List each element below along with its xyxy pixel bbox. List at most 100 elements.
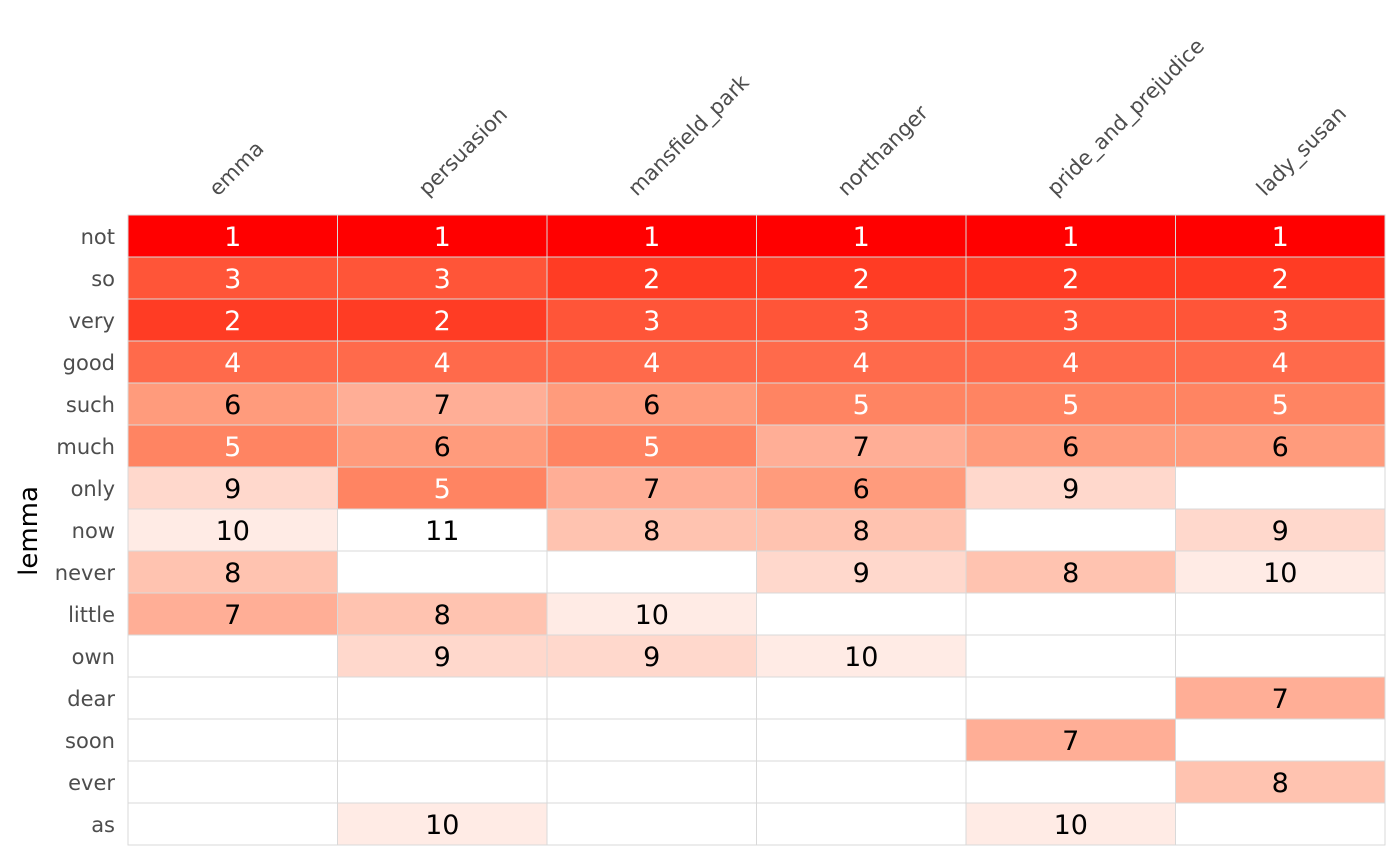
heatmap-cell bbox=[1175, 424, 1386, 468]
cell-value-label: 6 bbox=[224, 390, 241, 421]
row-label: such bbox=[66, 393, 115, 417]
cell-value-label: 10 bbox=[844, 642, 878, 673]
row-label: dear bbox=[67, 687, 115, 711]
cell-value-label: 7 bbox=[434, 390, 451, 421]
cell-value-label: 6 bbox=[1272, 432, 1289, 463]
cell-value-label: 6 bbox=[853, 474, 870, 505]
heatmap-cell bbox=[337, 214, 548, 258]
heatmap-cell bbox=[756, 634, 967, 678]
row-label: now bbox=[72, 519, 115, 543]
cell-value-label: 9 bbox=[434, 642, 451, 673]
heatmap-cell bbox=[756, 802, 967, 846]
heatmap-cell bbox=[965, 802, 1176, 846]
heatmap-cell bbox=[1175, 214, 1386, 258]
cell-value-label: 4 bbox=[224, 348, 241, 379]
heatmap-cell bbox=[1175, 340, 1386, 384]
cell-value-label: 5 bbox=[434, 474, 451, 505]
cell-value-label: 6 bbox=[1062, 432, 1079, 463]
heatmap-cell bbox=[1175, 634, 1386, 678]
heatmap-cell bbox=[337, 466, 548, 510]
cell-value-label: 9 bbox=[1062, 474, 1079, 505]
heatmap-cell bbox=[127, 802, 338, 846]
heatmap-cell bbox=[127, 508, 338, 552]
column-label: northanger bbox=[833, 100, 933, 200]
heatmap-cell bbox=[756, 466, 967, 510]
heatmap-cell bbox=[1175, 298, 1386, 342]
row-label: so bbox=[91, 267, 115, 291]
heatmap-cell bbox=[756, 298, 967, 342]
heatmap-cell bbox=[756, 340, 967, 384]
row-label: much bbox=[56, 435, 115, 459]
cell-value-label: 1 bbox=[1272, 222, 1289, 253]
cell-value-label: 9 bbox=[853, 558, 870, 589]
cell-value-label: 2 bbox=[434, 306, 451, 337]
heatmap-cell bbox=[965, 382, 1176, 426]
cell-value-label: 2 bbox=[1272, 264, 1289, 295]
cell-value-label: 2 bbox=[853, 264, 870, 295]
heatmap-cell bbox=[337, 340, 548, 384]
heatmap-cell bbox=[337, 760, 548, 804]
cell-value-label: 3 bbox=[1272, 306, 1289, 337]
heatmap-cell bbox=[965, 508, 1176, 552]
cell-value-label: 2 bbox=[643, 264, 660, 295]
column-label: lady_susan bbox=[1252, 101, 1352, 201]
heatmap-cell bbox=[1175, 760, 1386, 804]
heatmap-cell bbox=[756, 508, 967, 552]
cell-value-label: 1 bbox=[434, 222, 451, 253]
cell-value-label: 5 bbox=[224, 432, 241, 463]
heatmap-cell bbox=[546, 634, 757, 678]
heatmap-cell bbox=[1175, 718, 1386, 762]
row-label: good bbox=[63, 351, 115, 375]
cell-value-label: 4 bbox=[643, 348, 660, 379]
cell-value-label: 3 bbox=[434, 264, 451, 295]
heatmap-cell bbox=[337, 508, 548, 552]
cell-value-label: 10 bbox=[1054, 810, 1088, 841]
cell-value-label: 7 bbox=[224, 600, 241, 631]
column-label: persuasion bbox=[414, 102, 512, 200]
cell-value-label: 7 bbox=[853, 432, 870, 463]
heatmap-cell bbox=[965, 634, 1176, 678]
cell-value-label: 3 bbox=[853, 306, 870, 337]
heatmap-cell bbox=[1175, 592, 1386, 636]
row-label: not bbox=[81, 225, 115, 249]
heatmap-cell bbox=[965, 298, 1176, 342]
heatmap-cell bbox=[756, 382, 967, 426]
heatmap-cell bbox=[127, 760, 338, 804]
heatmap-cell bbox=[337, 298, 548, 342]
heatmap-cell bbox=[127, 634, 338, 678]
heatmap-cell bbox=[546, 802, 757, 846]
column-label: pride_and_prejudice bbox=[1042, 34, 1209, 201]
cell-value-label: 8 bbox=[1272, 768, 1289, 799]
heatmap-cell bbox=[337, 634, 548, 678]
heatmap-cell bbox=[756, 718, 967, 762]
heatmap-cell bbox=[337, 802, 548, 846]
column-label: mansfield_park bbox=[623, 70, 755, 202]
cell-value-label: 2 bbox=[224, 306, 241, 337]
heatmap-cell bbox=[546, 718, 757, 762]
heatmap-cell bbox=[127, 718, 338, 762]
cell-value-label: 1 bbox=[853, 222, 870, 253]
cell-value-label: 8 bbox=[1062, 558, 1079, 589]
cell-value-label: 5 bbox=[853, 390, 870, 421]
cell-value-label: 10 bbox=[216, 516, 250, 547]
heatmap-cell bbox=[127, 466, 338, 510]
heatmap-cell bbox=[756, 676, 967, 720]
cell-value-label: 8 bbox=[224, 558, 241, 589]
heatmap-cell bbox=[965, 760, 1176, 804]
heatmap-cell bbox=[546, 760, 757, 804]
cell-value-label: 4 bbox=[853, 348, 870, 379]
heatmap-cell bbox=[546, 550, 757, 594]
heatmap-cell bbox=[337, 256, 548, 300]
row-labels: not so very good such much only now never little o… bbox=[55, 225, 116, 837]
heatmap-cell bbox=[965, 550, 1176, 594]
cell-value-label: 10 bbox=[635, 600, 669, 631]
heatmap-cell bbox=[965, 676, 1176, 720]
cell-value-label: 3 bbox=[224, 264, 241, 295]
heatmap-cell bbox=[546, 382, 757, 426]
cell-value-label: 1 bbox=[1062, 222, 1079, 253]
heatmap-cell bbox=[546, 676, 757, 720]
cell-value-label: 4 bbox=[1062, 348, 1079, 379]
cell-value-label: 6 bbox=[643, 390, 660, 421]
cell-value-label: 3 bbox=[1062, 306, 1079, 337]
